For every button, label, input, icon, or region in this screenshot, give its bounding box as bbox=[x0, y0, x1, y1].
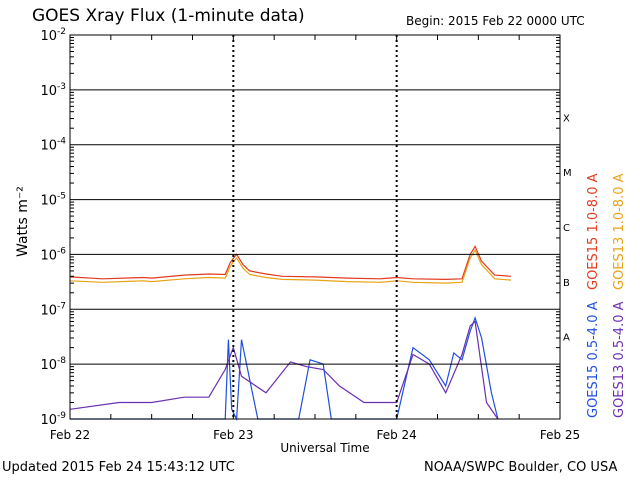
y-tick-exponent: -8 bbox=[57, 356, 66, 366]
series-line-2 bbox=[70, 315, 499, 422]
credit-text: NOAA/SWPC Boulder, CO USA bbox=[424, 460, 618, 475]
y-tick-exponent: -4 bbox=[57, 137, 66, 147]
flare-class-label: X bbox=[563, 113, 570, 124]
y-tick-exponent: -9 bbox=[57, 411, 66, 421]
flare-class-label: C bbox=[563, 223, 570, 234]
y-tick-exponent: -7 bbox=[57, 301, 66, 311]
y-tick-label: 10-8 bbox=[40, 356, 66, 373]
series-line-3 bbox=[69, 320, 499, 420]
x-tick-label: Feb 24 bbox=[376, 428, 416, 442]
x-tick-label: Feb 23 bbox=[213, 428, 253, 442]
y-tick-label: 10-7 bbox=[40, 301, 66, 318]
y-tick-label: 10-5 bbox=[40, 192, 66, 209]
y-tick-exponent: -3 bbox=[57, 82, 66, 92]
plot-frame bbox=[69, 34, 561, 420]
x-axis-label: Universal Time bbox=[280, 441, 370, 455]
x-tick-label: Feb 22 bbox=[50, 428, 90, 442]
ticks-layer bbox=[69, 35, 561, 419]
updated-timestamp: Updated 2015 Feb 24 15:43:12 UTC bbox=[2, 460, 235, 475]
flare-class-label: B bbox=[563, 278, 570, 289]
series-layer bbox=[69, 245, 512, 422]
flare-class-label: A bbox=[563, 333, 570, 344]
series-line-1 bbox=[69, 248, 512, 284]
y-tick-exponent: -6 bbox=[57, 246, 66, 256]
y-tick-label: 10-3 bbox=[40, 82, 66, 99]
y-tick-label: 10-9 bbox=[40, 411, 66, 428]
begin-time: Begin: 2015 Feb 22 0000 UTC bbox=[406, 14, 585, 28]
y-tick-exponent: -2 bbox=[57, 27, 66, 37]
y-tick-label: 10-6 bbox=[40, 246, 66, 263]
grid-layer bbox=[70, 35, 560, 419]
x-tick-label: Feb 25 bbox=[540, 428, 580, 442]
y-tick-label: 10-4 bbox=[40, 137, 66, 154]
flare-class-label: M bbox=[563, 168, 572, 179]
y-tick-label: 10-2 bbox=[40, 27, 66, 44]
chart-title: GOES Xray Flux (1-minute data) bbox=[32, 6, 305, 26]
y-tick-exponent: -5 bbox=[57, 192, 66, 202]
series-line-0 bbox=[69, 245, 512, 281]
